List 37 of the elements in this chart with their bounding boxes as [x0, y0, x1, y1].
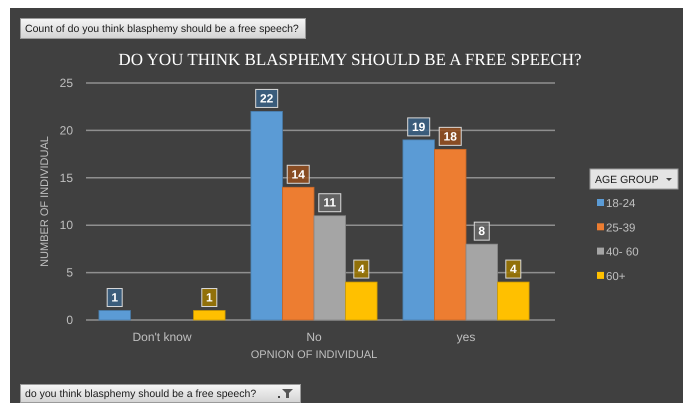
data-label: 4	[358, 262, 365, 276]
y-tick-label: 25	[60, 76, 74, 90]
legend-label: 60+	[606, 270, 626, 283]
chart-title: DO YOU THINK BLASPHEMY SHOULD BE A FREE SPEECH?	[118, 50, 582, 69]
bar	[193, 310, 226, 320]
data-label: 18	[444, 129, 458, 144]
data-label: 11	[323, 196, 336, 210]
text: do you think blasphemy should be a free speech?	[25, 388, 256, 400]
bar	[345, 282, 378, 320]
y-tick-label: 5	[66, 266, 74, 280]
legend-title: AGE GROUP	[595, 174, 659, 186]
legend-label: 25-39	[606, 222, 636, 234]
x-tick-label: Don't know	[132, 330, 192, 344]
data-label: 4	[510, 262, 517, 276]
x-axis-title: OPNION OF INDIVIDUAL	[250, 349, 378, 361]
legend-label: 18-24	[606, 198, 636, 210]
bar	[98, 310, 131, 320]
data-label: 22	[260, 91, 274, 106]
y-tick-label: 15	[60, 170, 74, 185]
data-label: 14	[292, 167, 306, 182]
bar	[402, 139, 435, 320]
y-axis-title: NUMBER OF INDIVIDUAL	[39, 136, 51, 267]
data-label: 19	[412, 120, 426, 134]
legend-label: 40- 60	[606, 246, 639, 259]
data-label: 8	[478, 224, 486, 238]
text: Count of do you think blasphemy should be a free speech?	[20, 18, 306, 39]
x-tick-label: No	[306, 330, 322, 344]
bar	[282, 186, 314, 320]
y-tick-label: 0	[66, 313, 74, 327]
y-tick-label: 20	[60, 123, 74, 138]
y-tick-label: 10	[60, 218, 74, 232]
x-tick-label: yes	[456, 330, 476, 344]
bar	[497, 282, 530, 320]
bar	[250, 111, 283, 320]
data-label: 1	[111, 290, 118, 305]
bar	[434, 148, 466, 320]
data-label: 1	[206, 290, 213, 305]
